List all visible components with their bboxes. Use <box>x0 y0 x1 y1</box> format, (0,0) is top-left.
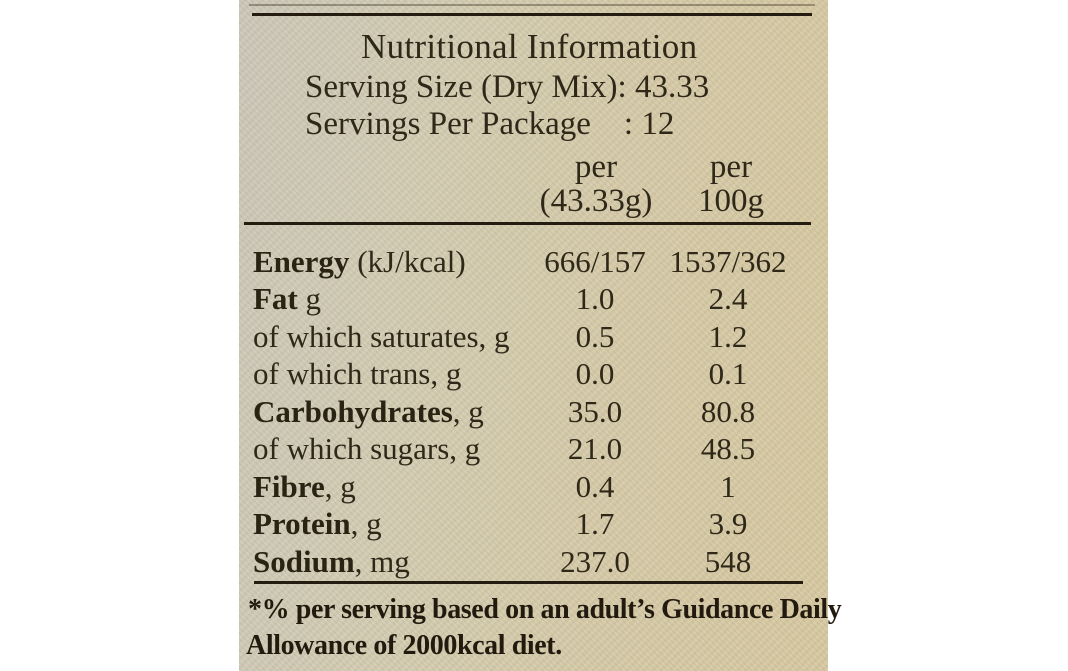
nutrient-unit: g <box>297 281 322 316</box>
row-sodium: Sodium, mg 237.0 548 <box>239 544 828 582</box>
nutrient-name-bold: Fat <box>253 281 298 316</box>
nutrient-name: Fibre, g <box>253 469 356 505</box>
per-serving-header-amount: (43.33g) <box>539 183 653 219</box>
per-serving-header-word: per <box>574 149 618 185</box>
footnote-line-1: *% per serving based on an adult’s Guida… <box>248 594 842 625</box>
header-divider-rule <box>244 222 811 225</box>
nutrient-name-bold: Protein <box>253 506 351 541</box>
top-faint-rule <box>249 4 815 6</box>
per-100g-value: 1.2 <box>708 319 748 354</box>
nutrient-name: Fat g <box>253 281 321 317</box>
row-carbohydrates: Carbohydrates, g 35.0 80.8 <box>239 394 828 432</box>
row-sugars: of which sugars, g 21.0 48.5 <box>239 431 828 469</box>
row-fibre: Fibre, g 0.4 1 <box>239 469 828 507</box>
per-serving-value: 21.0 <box>567 431 623 466</box>
per-100g-value: 1 <box>720 469 736 504</box>
nutrient-unit: of which sugars, g <box>253 431 481 466</box>
per-100g-header-word: per <box>709 149 753 185</box>
nutrient-unit: , mg <box>354 544 410 579</box>
nutrient-name-bold: Carbohydrates <box>253 394 453 429</box>
nutrient-unit: , g <box>452 394 484 429</box>
row-saturates: of which saturates, g 0.5 1.2 <box>239 319 828 357</box>
serving-size-line: Serving Size (Dry Mix): 43.33 <box>305 69 710 105</box>
nutrient-name-bold: Energy <box>253 244 350 279</box>
per-100g-header-amount: 100g <box>698 183 764 219</box>
nutrient-name: Sodium, mg <box>253 544 410 580</box>
per-serving-column-header: per (43.33g) <box>521 150 671 218</box>
per-serving-value: 0.0 <box>575 356 615 391</box>
nutrient-unit: of which saturates, g <box>253 319 510 354</box>
per-serving-value: 237.0 <box>560 544 630 579</box>
per-100g-value: 1537/362 <box>669 244 787 279</box>
row-trans: of which trans, g 0.0 0.1 <box>239 356 828 394</box>
nutrient-unit: of which trans, g <box>253 356 462 391</box>
per-100g-value: 0.1 <box>708 356 748 391</box>
per-serving-value: 1.0 <box>575 281 615 316</box>
nutrient-name-bold: Fibre <box>253 469 325 504</box>
per-100g-value: 48.5 <box>700 431 756 466</box>
per-serving-value: 0.5 <box>575 319 615 354</box>
per-serving-value: 1.7 <box>575 506 615 541</box>
nutrient-name: of which saturates, g <box>253 319 510 355</box>
per-100g-value: 3.9 <box>708 506 748 541</box>
label-title: Nutritional Information <box>361 27 698 66</box>
nutrient-name: Energy (kJ/kcal) <box>253 244 466 280</box>
nutrient-unit: , g <box>324 469 356 504</box>
nutrient-name: Carbohydrates, g <box>253 394 484 430</box>
nutrient-unit: , g <box>350 506 382 541</box>
per-serving-value: 666/157 <box>544 244 646 279</box>
per-serving-value: 0.4 <box>575 469 615 504</box>
top-rule <box>252 13 812 16</box>
per-100g-value: 80.8 <box>700 394 756 429</box>
footnote-line-2: Allowance of 2000kcal diet. <box>246 630 562 661</box>
row-energy: Energy (kJ/kcal) 666/157 1537/362 <box>239 244 828 282</box>
nutrient-name-bold: Sodium <box>253 544 355 579</box>
per-100g-column-header: per 100g <box>656 150 806 218</box>
per-serving-value: 35.0 <box>567 394 623 429</box>
nutrient-unit: (kJ/kcal) <box>349 244 466 279</box>
nutrient-name: of which trans, g <box>253 356 461 392</box>
footer-divider-rule <box>254 581 803 584</box>
nutrient-name: of which sugars, g <box>253 431 480 467</box>
nutrient-name: Protein, g <box>253 506 382 542</box>
row-protein: Protein, g 1.7 3.9 <box>239 506 828 544</box>
row-fat: Fat g 1.0 2.4 <box>239 281 828 319</box>
nutrition-label: Nutritional Information Serving Size (Dr… <box>239 0 842 671</box>
per-100g-value: 2.4 <box>708 281 748 316</box>
servings-per-package-line: Servings Per Package : 12 <box>305 106 675 142</box>
per-100g-value: 548 <box>704 544 752 579</box>
